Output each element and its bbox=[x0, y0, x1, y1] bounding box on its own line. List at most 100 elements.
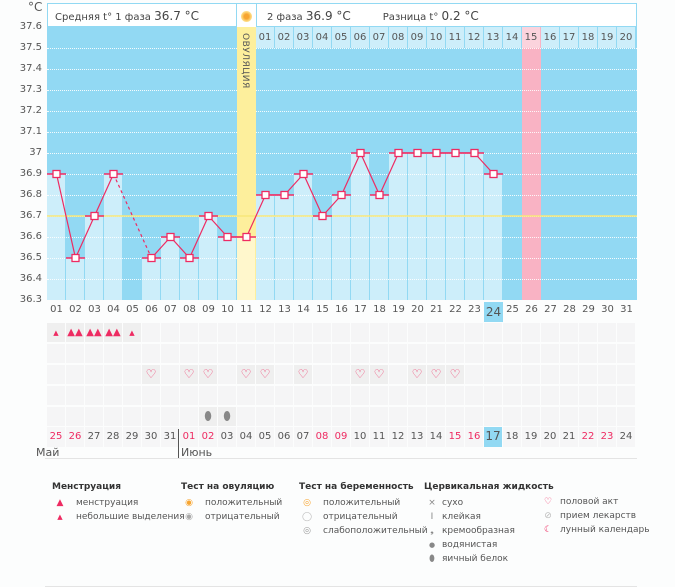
symbol-cell[interactable] bbox=[85, 407, 103, 426]
symbol-cell[interactable]: ♡ bbox=[408, 365, 426, 384]
symbol-cell[interactable] bbox=[47, 365, 65, 384]
symbol-cell[interactable] bbox=[503, 344, 521, 363]
symbol-cell[interactable] bbox=[66, 344, 84, 363]
symbol-cell[interactable] bbox=[294, 407, 312, 426]
symbol-cell[interactable] bbox=[47, 386, 65, 405]
symbol-cell[interactable] bbox=[408, 344, 426, 363]
symbol-cell[interactable]: ▲ bbox=[123, 323, 141, 342]
symbol-cell[interactable] bbox=[503, 386, 521, 405]
cycle-day-number[interactable]: 08 bbox=[183, 304, 196, 315]
symbol-cell[interactable] bbox=[351, 407, 369, 426]
symbol-cell[interactable] bbox=[161, 407, 179, 426]
cycle-day-number[interactable]: 13 bbox=[278, 304, 291, 315]
cycle-day-number[interactable]: 29 bbox=[582, 304, 595, 315]
symbol-cell[interactable] bbox=[560, 407, 578, 426]
cycle-day-number[interactable]: 17 bbox=[354, 304, 367, 315]
symbol-cell[interactable] bbox=[503, 407, 521, 426]
symbol-cell[interactable] bbox=[161, 365, 179, 384]
symbol-cell[interactable] bbox=[522, 407, 540, 426]
symbol-cell[interactable] bbox=[313, 344, 331, 363]
symbol-cell[interactable] bbox=[579, 344, 597, 363]
symbol-cell[interactable] bbox=[85, 344, 103, 363]
symbol-cell[interactable] bbox=[522, 344, 540, 363]
cycle-day-number[interactable]: 10 bbox=[221, 304, 234, 315]
symbol-cell[interactable] bbox=[199, 386, 217, 405]
cycle-day-number[interactable]: 24 bbox=[484, 302, 503, 322]
symbol-cell[interactable] bbox=[579, 323, 597, 342]
cycle-day-number[interactable]: 30 bbox=[601, 304, 614, 315]
symbol-cell[interactable] bbox=[85, 365, 103, 384]
symbol-cell[interactable] bbox=[465, 386, 483, 405]
symbol-cell[interactable] bbox=[446, 386, 464, 405]
symbol-cell[interactable] bbox=[237, 344, 255, 363]
symbol-cell[interactable] bbox=[313, 365, 331, 384]
symbol-cell[interactable] bbox=[370, 344, 388, 363]
symbol-cell[interactable] bbox=[294, 344, 312, 363]
symbol-cell[interactable] bbox=[142, 323, 160, 342]
symbol-cell[interactable] bbox=[66, 386, 84, 405]
symbol-cell[interactable] bbox=[256, 407, 274, 426]
symbol-cell[interactable]: ⬮ bbox=[218, 407, 236, 426]
symbol-cell[interactable] bbox=[180, 407, 198, 426]
symbol-cell[interactable] bbox=[579, 407, 597, 426]
symbol-cell[interactable] bbox=[522, 323, 540, 342]
cycle-day-number[interactable]: 26 bbox=[525, 304, 538, 315]
symbol-cell[interactable] bbox=[142, 386, 160, 405]
symbol-cell[interactable] bbox=[142, 407, 160, 426]
symbol-cell[interactable] bbox=[275, 323, 293, 342]
symbol-cell[interactable] bbox=[427, 407, 445, 426]
cycle-day-number[interactable]: 06 bbox=[145, 304, 158, 315]
cycle-day-number[interactable]: 02 bbox=[69, 304, 82, 315]
symbol-cell[interactable] bbox=[617, 365, 635, 384]
symbol-cell[interactable] bbox=[313, 407, 331, 426]
symbol-cell[interactable] bbox=[47, 344, 65, 363]
symbol-cell[interactable] bbox=[123, 386, 141, 405]
symbol-cell[interactable] bbox=[66, 407, 84, 426]
symbol-cell[interactable] bbox=[351, 386, 369, 405]
symbol-cell[interactable] bbox=[370, 323, 388, 342]
symbol-cell[interactable]: ♡ bbox=[427, 365, 445, 384]
symbol-cell[interactable] bbox=[617, 323, 635, 342]
symbol-cell[interactable] bbox=[275, 365, 293, 384]
symbol-cell[interactable]: ♡ bbox=[237, 365, 255, 384]
symbol-cell[interactable] bbox=[370, 407, 388, 426]
cycle-day-number[interactable]: 12 bbox=[259, 304, 272, 315]
symbol-cell[interactable] bbox=[446, 323, 464, 342]
symbol-cell[interactable] bbox=[313, 323, 331, 342]
symbol-cell[interactable] bbox=[199, 344, 217, 363]
symbol-cell[interactable] bbox=[560, 365, 578, 384]
cycle-day-number[interactable]: 07 bbox=[164, 304, 177, 315]
cycle-day-number[interactable]: 18 bbox=[373, 304, 386, 315]
symbol-cell[interactable] bbox=[256, 344, 274, 363]
symbol-cell[interactable] bbox=[617, 407, 635, 426]
symbol-cell[interactable] bbox=[85, 386, 103, 405]
symbol-cell[interactable] bbox=[275, 344, 293, 363]
symbol-cell[interactable] bbox=[237, 386, 255, 405]
cycle-day-number[interactable]: 22 bbox=[449, 304, 462, 315]
symbol-cell[interactable] bbox=[123, 365, 141, 384]
cycle-day-number[interactable]: 15 bbox=[316, 304, 329, 315]
symbol-cell[interactable] bbox=[332, 386, 350, 405]
symbol-cell[interactable] bbox=[427, 386, 445, 405]
symbol-cell[interactable] bbox=[313, 386, 331, 405]
symbol-cell[interactable] bbox=[351, 323, 369, 342]
symbol-cell[interactable] bbox=[161, 344, 179, 363]
symbol-cell[interactable] bbox=[541, 365, 559, 384]
symbol-cell[interactable] bbox=[598, 365, 616, 384]
symbol-cell[interactable]: ♡ bbox=[256, 365, 274, 384]
symbol-cell[interactable] bbox=[237, 407, 255, 426]
symbol-cell[interactable] bbox=[142, 344, 160, 363]
symbol-cell[interactable]: ♡ bbox=[446, 365, 464, 384]
symbol-cell[interactable] bbox=[256, 386, 274, 405]
symbol-cell[interactable] bbox=[389, 365, 407, 384]
cycle-day-number[interactable]: 25 bbox=[506, 304, 519, 315]
symbol-cell[interactable] bbox=[66, 365, 84, 384]
symbol-cell[interactable]: ♡ bbox=[199, 365, 217, 384]
cycle-day-number[interactable]: 05 bbox=[126, 304, 139, 315]
symbol-cell[interactable] bbox=[370, 386, 388, 405]
symbol-cell[interactable] bbox=[579, 365, 597, 384]
symbol-cell[interactable] bbox=[180, 386, 198, 405]
symbol-cell[interactable] bbox=[104, 407, 122, 426]
cycle-day-number[interactable]: 09 bbox=[202, 304, 215, 315]
symbol-cell[interactable] bbox=[104, 386, 122, 405]
